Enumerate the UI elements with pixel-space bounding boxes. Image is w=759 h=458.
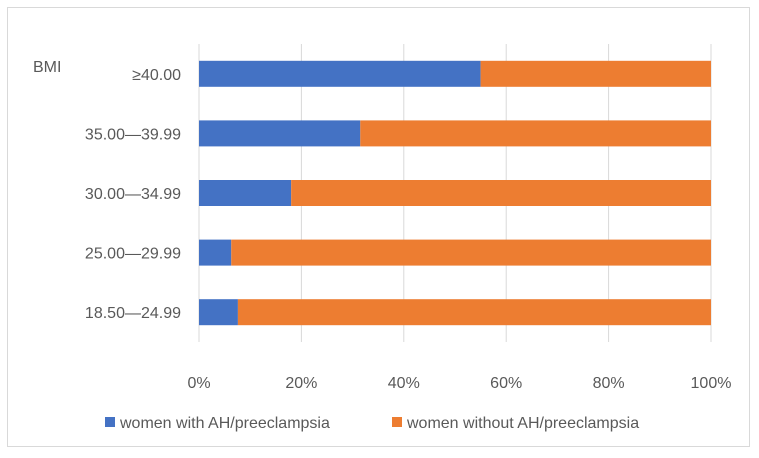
bar-with-ah — [199, 120, 361, 147]
legend-swatch — [392, 417, 402, 427]
x-tick-label: 80% — [593, 375, 625, 392]
bar-without-ah — [480, 60, 711, 87]
x-tick-label: 40% — [388, 375, 420, 392]
y-axis-label: BMI — [33, 59, 61, 76]
category-label: 30.00—34.99 — [85, 186, 181, 203]
legend-swatch — [105, 417, 115, 427]
category-labels: ≥40.00 35.00—39.99 30.00—34.99 25.00—29.99 1… — [85, 67, 181, 322]
legend-label: women with AH/preeclampsia — [119, 415, 330, 432]
x-tick-label: 60% — [490, 375, 522, 392]
x-tick-labels: 0% 20% 40% 60% 80% 100% — [187, 375, 731, 392]
category-label: ≥40.00 — [132, 67, 181, 84]
category-label: 35.00—39.99 — [85, 126, 181, 143]
x-tick-label: 100% — [691, 375, 732, 392]
x-tick-label: 20% — [285, 375, 317, 392]
category-label: 18.50—24.99 — [85, 305, 181, 322]
bar-with-ah — [199, 299, 238, 326]
bar-without-ah — [231, 239, 712, 266]
x-tick-label: 0% — [187, 375, 210, 392]
bars — [199, 60, 712, 326]
bar-with-ah — [199, 180, 292, 206]
legend: women with AH/preeclampsia women without … — [105, 415, 639, 432]
bar-with-ah — [199, 239, 232, 266]
legend-label: women without AH/preeclampsia — [406, 415, 639, 432]
category-label: 25.00—29.99 — [85, 246, 181, 263]
bar-without-ah — [291, 180, 711, 206]
bar-without-ah — [237, 299, 712, 326]
bar-without-ah — [360, 120, 711, 147]
bar-with-ah — [199, 60, 481, 87]
